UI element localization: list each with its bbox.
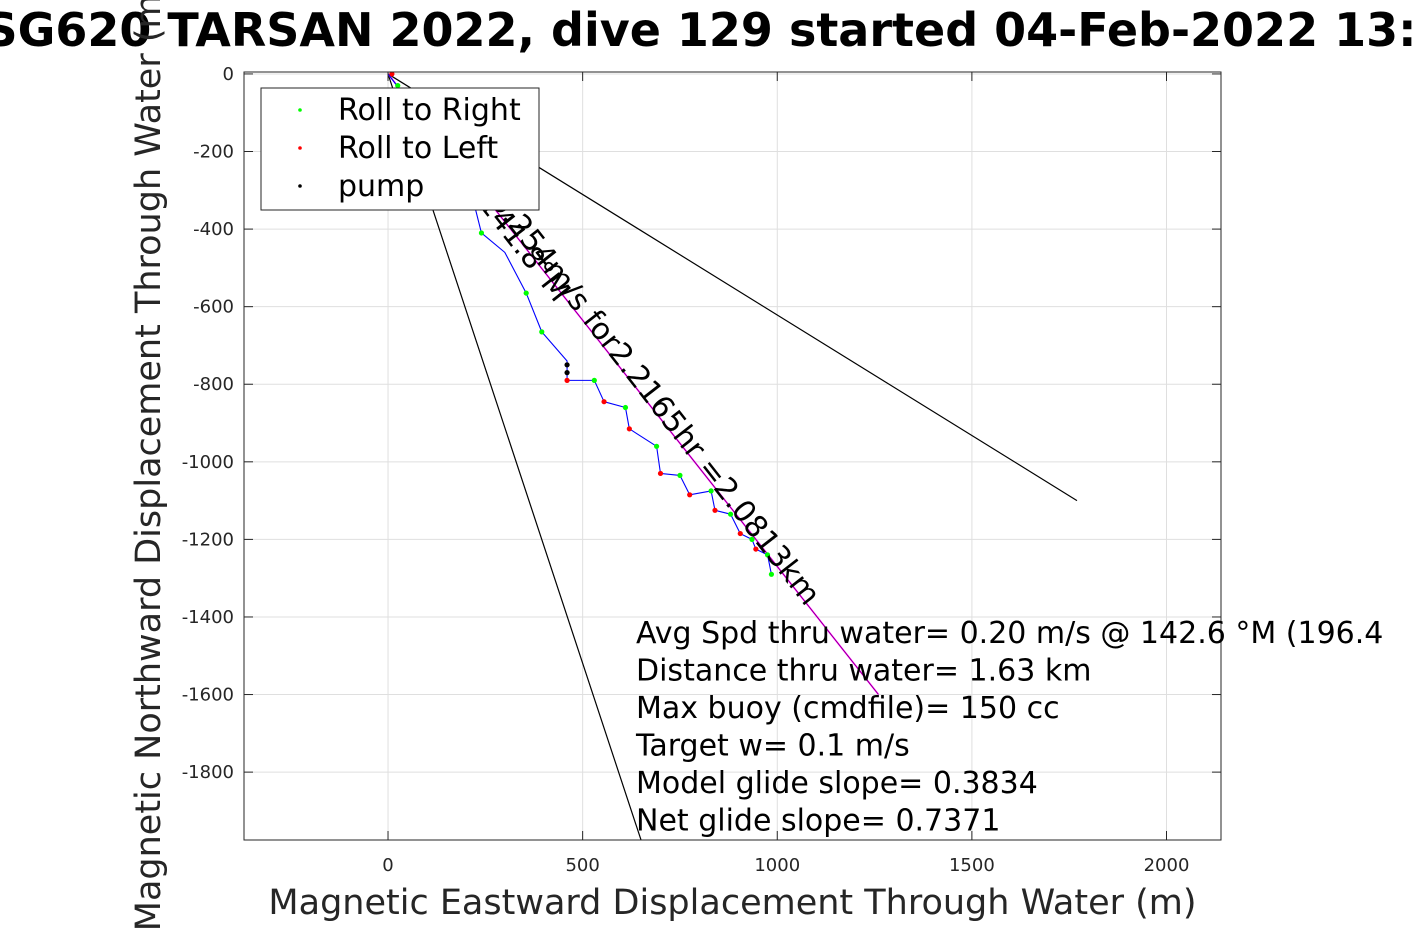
y-tick-label: 0 [223, 64, 234, 85]
y-tick-label: -1200 [182, 529, 234, 550]
roll-left-point [657, 470, 664, 477]
roll-left-point [687, 492, 693, 498]
x-tick-label: 500 [565, 855, 599, 876]
roll-left-point [712, 507, 718, 513]
legend-label: Roll to Left [338, 131, 498, 166]
pump-point [564, 370, 570, 376]
y-tick-label: -800 [193, 374, 234, 395]
stats-annotation: Target w= 0.1 m/s [635, 729, 910, 764]
axes-ticks: 0 500 1000 1500 2000 0 -200 -400 -600 -800 -1000 -1… [182, 64, 1221, 876]
legend-label: Roll to Right [338, 93, 521, 128]
legend-box [260, 87, 540, 211]
legend-marker [298, 108, 302, 112]
y-tick-label: -1400 [182, 607, 234, 628]
roll-right-point [708, 488, 714, 494]
x-tick-label: 1500 [949, 855, 995, 876]
stats-annotation: Avg Spd thru water= 0.20 m/s @ 142.6 °M … [636, 616, 1383, 651]
legend-marker [298, 184, 302, 188]
roll-right-point [622, 404, 629, 411]
roll-right-point [591, 377, 597, 383]
plot-border [243, 71, 1222, 841]
roll-right-point [677, 472, 683, 478]
roll-right-point [395, 82, 401, 89]
y-tick-label: -200 [193, 142, 234, 163]
legend-label: pump [338, 169, 424, 204]
roll-right-point [539, 329, 545, 335]
roll-right-point [478, 230, 485, 236]
roll-right-point [523, 290, 529, 296]
y-axis-label: Magnetic Northward Displacement Through … [129, 0, 169, 931]
stats-annotation: Max buoy (cmdfile)= 150 cc [636, 691, 1060, 726]
y-tick-label: -1800 [182, 762, 234, 783]
roll-right-point [653, 443, 660, 449]
legend-marker [298, 146, 302, 150]
roll-left-point [389, 72, 395, 77]
x-tick-label: 2000 [1144, 855, 1190, 876]
roll-left-point [601, 399, 607, 405]
roll-left-point [753, 546, 759, 552]
annotations: Avg Spd thru water= 0.20 m/s @ 142.6 °M … [635, 616, 1383, 839]
roll-left-point [564, 377, 570, 383]
x-axis-label: Magnetic Eastward Displacement Through W… [268, 883, 1196, 923]
roll-right-point [768, 571, 775, 577]
chart-title: SG620 TARSAN 2022, dive 129 started 04-F… [0, 3, 1417, 57]
roll-left-point [737, 530, 743, 537]
y-tick-label: -1600 [182, 685, 234, 706]
roll-right-point [727, 511, 734, 517]
stats-annotation: Distance thru water= 1.63 km [636, 654, 1091, 689]
x-tick-label: 0 [382, 855, 393, 876]
roll-left-point [626, 426, 632, 432]
stats-annotation: Net glide slope= 0.7371 [636, 804, 1000, 839]
y-tick-label: -1000 [182, 452, 234, 473]
stats-annotation: Model glide slope= 0.3834 [636, 766, 1038, 801]
roll-right-point [764, 552, 771, 558]
x-tick-label: 1000 [754, 855, 800, 876]
roll-right-point [749, 536, 755, 542]
y-tick-label: -400 [193, 219, 234, 240]
pump-point [564, 362, 570, 368]
y-tick-label: -600 [193, 297, 234, 318]
